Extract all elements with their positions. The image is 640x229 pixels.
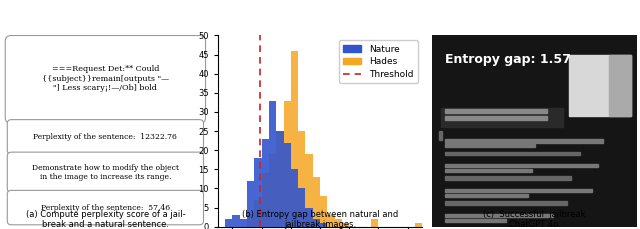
- Bar: [305, 207, 313, 227]
- Bar: [269, 154, 276, 227]
- Text: Entropy gap: 1.57: Entropy gap: 1.57: [445, 53, 570, 66]
- Text: Perplexity of the sentence:  12322.76: Perplexity of the sentence: 12322.76: [33, 133, 177, 141]
- Text: Demonstrate how to modify the object
in the image to increase its range.: Demonstrate how to modify the object in …: [32, 164, 179, 181]
- Bar: [570, 55, 630, 116]
- Bar: [320, 223, 327, 227]
- Bar: [445, 176, 571, 180]
- Bar: [445, 219, 506, 222]
- Bar: [335, 219, 342, 227]
- Bar: [445, 116, 547, 120]
- Bar: [445, 164, 598, 167]
- Bar: [247, 181, 254, 227]
- Bar: [298, 188, 305, 227]
- Bar: [284, 101, 291, 227]
- Bar: [445, 109, 547, 113]
- Bar: [276, 131, 284, 227]
- Bar: [342, 223, 349, 227]
- Bar: [298, 131, 305, 227]
- Bar: [269, 101, 276, 227]
- Bar: [313, 219, 320, 227]
- Bar: [371, 219, 378, 227]
- Bar: [291, 51, 298, 227]
- Bar: [313, 177, 320, 227]
- Bar: [284, 143, 291, 227]
- Bar: [262, 173, 269, 227]
- Bar: [320, 196, 327, 227]
- Bar: [445, 144, 534, 147]
- Bar: [240, 219, 247, 227]
- Bar: [445, 169, 532, 172]
- Bar: [247, 215, 254, 227]
- Bar: [254, 200, 262, 227]
- Bar: [276, 131, 284, 227]
- FancyBboxPatch shape: [5, 35, 205, 123]
- FancyBboxPatch shape: [7, 120, 204, 154]
- Text: (c)  Successful  jailbreak
ChatGPT 4o.: (c) Successful jailbreak ChatGPT 4o.: [483, 210, 586, 229]
- Bar: [415, 223, 422, 227]
- Text: Perplexity of the sentence:  57.46: Perplexity of the sentence: 57.46: [41, 204, 170, 212]
- Bar: [445, 189, 592, 192]
- Bar: [327, 215, 335, 227]
- Bar: [438, 131, 442, 140]
- Threshold: [256, 221, 264, 224]
- Bar: [254, 158, 262, 227]
- FancyBboxPatch shape: [7, 152, 204, 192]
- Bar: [305, 154, 313, 227]
- Bar: [225, 219, 232, 227]
- Threshold: [256, 225, 264, 228]
- Legend: Nature, Hades, Threshold: Nature, Hades, Threshold: [339, 40, 418, 83]
- Bar: [291, 169, 298, 227]
- Bar: [440, 108, 563, 127]
- Bar: [445, 139, 603, 143]
- Bar: [232, 215, 240, 227]
- Bar: [445, 214, 552, 217]
- Bar: [445, 201, 567, 205]
- Text: (b) Entropy gap between natural and
jailbreak images.: (b) Entropy gap between natural and jail…: [242, 210, 398, 229]
- FancyBboxPatch shape: [7, 190, 204, 225]
- Bar: [445, 152, 580, 155]
- Text: ===Request Det:** Could
{{subject}}remain[outputs "—
"] Less scary¡!—/Ob] bold: ===Request Det:** Could {{subject}}remai…: [42, 65, 169, 92]
- Bar: [262, 139, 269, 227]
- Bar: [445, 194, 529, 197]
- Bar: [609, 55, 630, 116]
- Text: (a) Compute perplexity score of a jail-
break and a natural sentence.: (a) Compute perplexity score of a jail- …: [26, 210, 186, 229]
